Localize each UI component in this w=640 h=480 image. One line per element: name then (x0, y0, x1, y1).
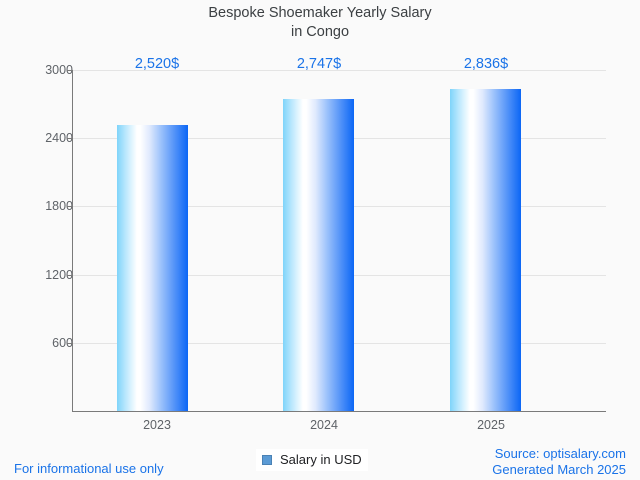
y-tick-mark-600 (67, 343, 73, 344)
generated-text: Generated March 2025 (492, 461, 626, 477)
bar-2023[interactable] (117, 125, 188, 411)
x-tick-label-2024: 2024 (310, 418, 338, 432)
y-tick-mark-2400 (67, 138, 73, 139)
gridline-3000 (73, 70, 606, 71)
x-tick-label-2023: 2023 (143, 418, 171, 432)
bar-value-label-2025: 2,836$ (463, 56, 509, 72)
y-tick-label-1200: 1200 (45, 268, 73, 282)
source-attribution: Source: optisalary.com Generated March 2… (492, 446, 626, 477)
y-tick-label-600: 600 (52, 336, 73, 350)
x-tick-label-2025: 2025 (477, 418, 505, 432)
legend-color-swatch-icon (262, 455, 272, 465)
bar-value-label-2024: 2,747$ (296, 56, 342, 72)
chart-title: Bespoke Shoemaker Yearly Salary in Congo (208, 5, 432, 40)
y-tick-mark-1800 (67, 206, 73, 207)
y-axis-line (72, 70, 73, 412)
y-axis: 3000 2400 1800 1200 600 (0, 0, 73, 480)
bar-value-label-2023: 2,520$ (134, 56, 180, 72)
y-tick-label-3000: 3000 (45, 63, 73, 77)
informational-use-note: For informational use only (14, 461, 164, 476)
x-axis-line (72, 411, 606, 412)
y-tick-label-2400: 2400 (45, 131, 73, 145)
legend-item-label: Salary in USD (280, 452, 362, 467)
y-tick-mark-1200 (67, 275, 73, 276)
chart-legend[interactable]: Salary in USD (256, 449, 368, 471)
y-tick-mark-3000 (67, 70, 73, 71)
plot-area (73, 70, 606, 411)
source-text: Source: optisalary.com (494, 446, 626, 461)
bar-2025[interactable] (450, 89, 521, 411)
bar-2024[interactable] (283, 99, 354, 411)
y-tick-label-1800: 1800 (45, 199, 73, 213)
